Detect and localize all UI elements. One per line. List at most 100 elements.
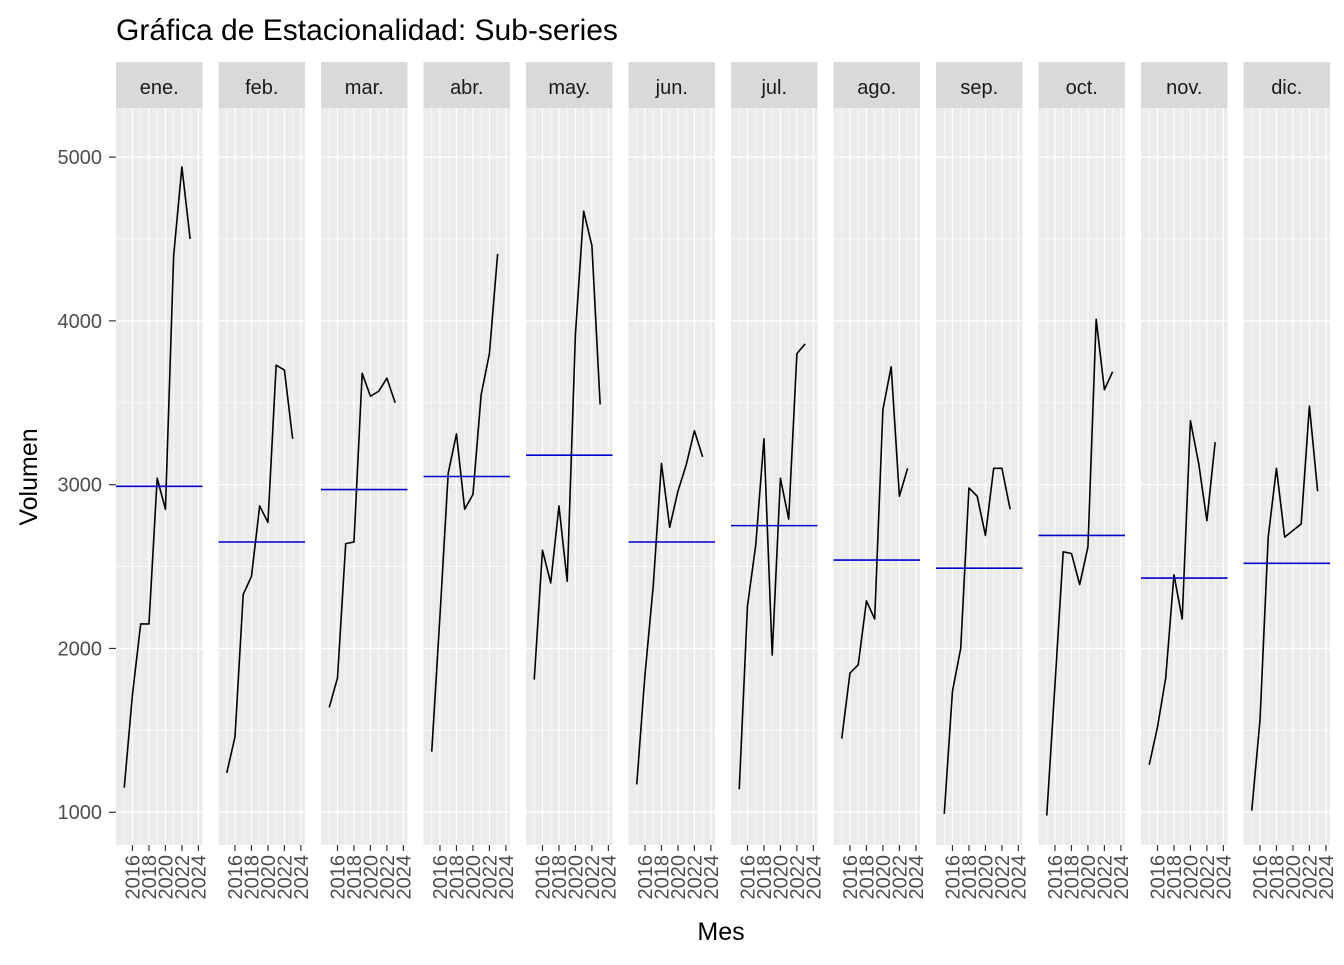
y-tick-label-2000: 2000 [58, 638, 103, 660]
series-line [1045, 318, 1114, 816]
panel-strip-label: sep. [960, 77, 998, 99]
series-line [225, 364, 294, 774]
panel-strip [526, 62, 613, 108]
x-tick-label-2022: 2022 [1299, 855, 1321, 900]
y-tick-label-3000: 3000 [58, 475, 103, 497]
x-tick-label-2024: 2024 [598, 855, 620, 900]
x-tick-label-2018: 2018 [344, 855, 366, 900]
x-tick-label-2016: 2016 [1045, 855, 1067, 900]
x-axis-title: Mes [697, 918, 744, 946]
panel-strip-label: jul. [760, 77, 787, 99]
panel-strip-label: ene. [140, 77, 179, 99]
panel-strip-label: may. [548, 77, 590, 99]
x-tick-label-2018: 2018 [446, 855, 468, 900]
panel-strip-label: jun. [655, 77, 688, 99]
series-line [840, 365, 909, 739]
x-tick-label-2024: 2024 [1316, 855, 1338, 900]
panel-strip [833, 62, 920, 108]
series-line [123, 166, 191, 788]
panel-background [628, 108, 715, 845]
panel-strip [423, 62, 510, 108]
x-tick-label-2018: 2018 [651, 855, 673, 900]
x-tick-label-2018: 2018 [1061, 855, 1083, 900]
x-tick-label-2020: 2020 [770, 855, 792, 900]
x-tick-label-2024: 2024 [291, 855, 313, 900]
panel-strip [218, 62, 305, 108]
x-tick-label-2024: 2024 [701, 855, 723, 900]
x-tick-label-2020: 2020 [873, 855, 895, 900]
panel-strip [628, 62, 715, 108]
x-tick-label-2022: 2022 [274, 855, 296, 900]
panel-strip [116, 62, 203, 108]
x-tick-label-2022: 2022 [1094, 855, 1116, 900]
x-tick-label-2022: 2022 [172, 855, 194, 900]
panel-background [833, 108, 920, 845]
x-tick-label-2018: 2018 [139, 855, 161, 900]
panel-strip [731, 62, 818, 108]
x-tick-label-2016: 2016 [942, 855, 964, 900]
x-tick-label-2020: 2020 [463, 855, 485, 900]
panel-background [218, 108, 305, 845]
series-line [635, 429, 704, 785]
x-tick-label-2020: 2020 [565, 855, 587, 900]
panel-background [731, 108, 818, 845]
x-tick-label-2016: 2016 [122, 855, 144, 900]
panel-strip [321, 62, 408, 108]
y-tick-label-4000: 4000 [58, 311, 103, 333]
series-line [1250, 405, 1319, 811]
series-line [1148, 420, 1216, 765]
x-tick-label-2022: 2022 [787, 855, 809, 900]
chart-title: Gráfica de Estacionalidad: Sub-series [116, 14, 618, 47]
x-tick-label-2022: 2022 [889, 855, 911, 900]
x-tick-label-2020: 2020 [1180, 855, 1202, 900]
panel-strip-label: dic. [1271, 77, 1302, 99]
x-tick-label-2024: 2024 [1111, 855, 1133, 900]
x-tick-label-2022: 2022 [1197, 855, 1219, 900]
x-tick-label-2016: 2016 [430, 855, 452, 900]
x-tick-label-2022: 2022 [479, 855, 501, 900]
series-line [533, 210, 601, 680]
panel-strip-label: feb. [245, 77, 278, 99]
x-tick-label-2018: 2018 [549, 855, 571, 900]
y-axis: 1000 2000 3000 4000 5000 [58, 147, 116, 824]
x-tick-label-2022: 2022 [582, 855, 604, 900]
x-tick-label-2020: 2020 [1283, 855, 1305, 900]
y-axis-title: Volumen [15, 428, 43, 525]
panel-strip-label: oct. [1066, 77, 1098, 99]
panel-background [526, 108, 613, 845]
x-tick-label-2022: 2022 [992, 855, 1014, 900]
x-tick-label-2016: 2016 [840, 855, 862, 900]
x-tick-label-2018: 2018 [1164, 855, 1186, 900]
x-tick-label-2016: 2016 [1250, 855, 1272, 900]
x-tick-label-2020: 2020 [155, 855, 177, 900]
panel-strip-label: abr. [450, 77, 483, 99]
x-tick-label-2024: 2024 [188, 855, 210, 900]
series-line [943, 467, 1011, 814]
panels-layer: ene.20162018202020222024feb.201620182020… [116, 62, 1338, 900]
y-tick-label-1000: 1000 [58, 802, 103, 824]
x-tick-label-2020: 2020 [668, 855, 690, 900]
panel-background [1141, 108, 1228, 845]
series-line [328, 372, 396, 708]
x-tick-label-2024: 2024 [496, 855, 518, 900]
panel-strip-label: ago. [857, 77, 896, 99]
x-tick-label-2016: 2016 [1147, 855, 1169, 900]
x-tick-label-2020: 2020 [975, 855, 997, 900]
x-tick-label-2016: 2016 [532, 855, 554, 900]
x-tick-label-2020: 2020 [360, 855, 382, 900]
y-tick-label-5000: 5000 [58, 147, 103, 169]
panel-strip [1243, 62, 1330, 108]
panel-strip [1141, 62, 1228, 108]
series-line [738, 343, 806, 790]
x-tick-label-2024: 2024 [906, 855, 928, 900]
x-tick-label-2016: 2016 [737, 855, 759, 900]
